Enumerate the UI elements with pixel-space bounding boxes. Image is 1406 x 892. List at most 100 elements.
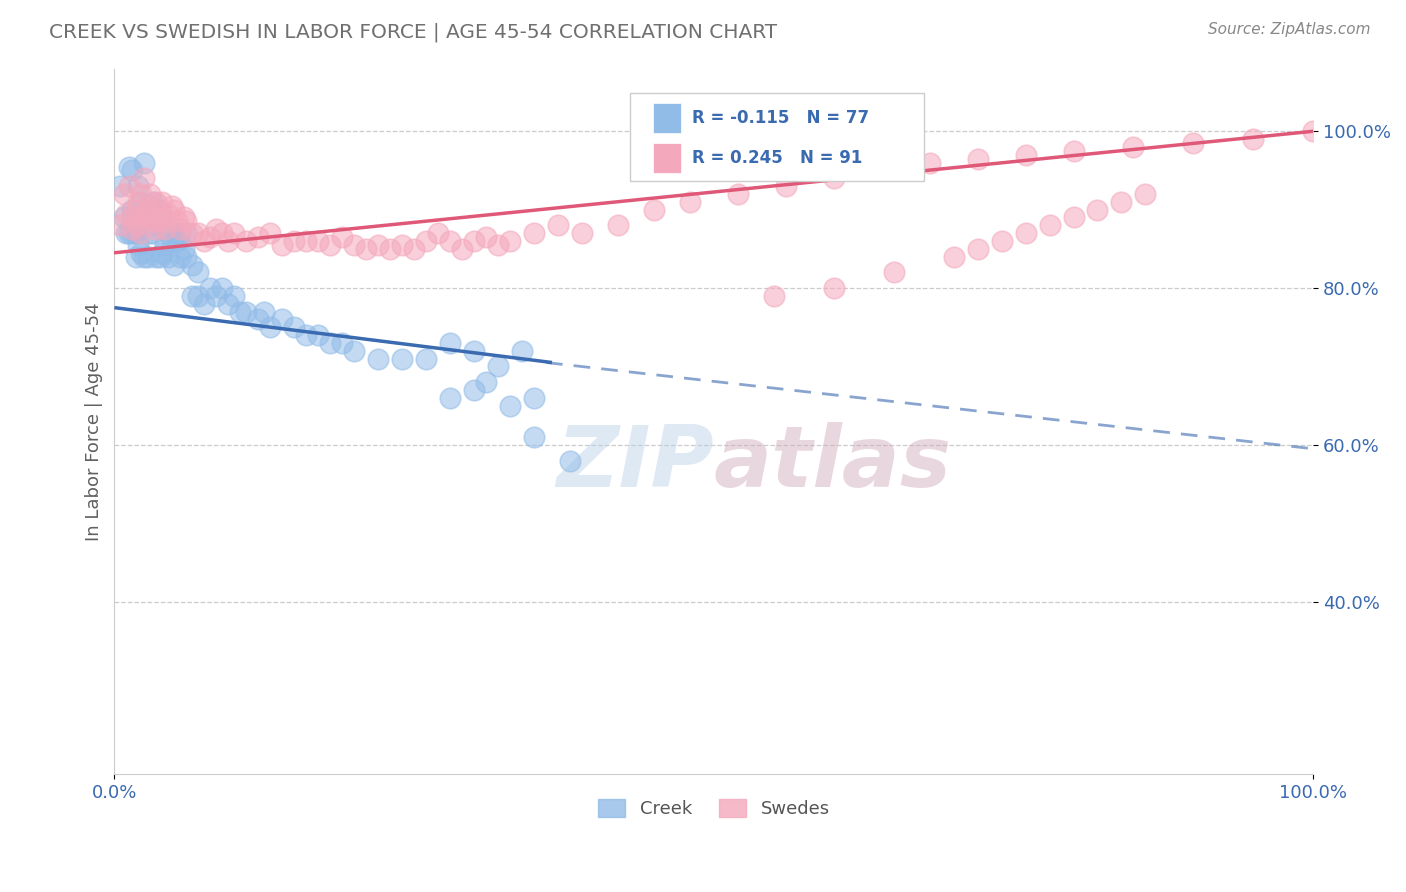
- Point: [134, 206, 156, 220]
- Point: [271, 312, 294, 326]
- Point: [187, 226, 209, 240]
- Point: [125, 250, 148, 264]
- Point: [235, 304, 257, 318]
- Point: [157, 226, 180, 240]
- Point: [163, 226, 186, 240]
- Point: [139, 199, 162, 213]
- Point: [205, 289, 228, 303]
- Point: [415, 234, 437, 248]
- Point: [166, 214, 188, 228]
- FancyBboxPatch shape: [652, 103, 682, 133]
- Point: [1014, 147, 1036, 161]
- Point: [391, 351, 413, 366]
- Legend: Creek, Swedes: Creek, Swedes: [591, 791, 837, 825]
- Point: [883, 265, 905, 279]
- Point: [166, 234, 188, 248]
- Point: [1063, 144, 1085, 158]
- Point: [343, 343, 366, 358]
- Text: ZIP: ZIP: [557, 422, 714, 505]
- Point: [136, 202, 159, 217]
- Point: [160, 234, 183, 248]
- Point: [247, 312, 270, 326]
- Point: [163, 258, 186, 272]
- Point: [259, 226, 281, 240]
- Point: [142, 214, 165, 228]
- Point: [606, 219, 628, 233]
- Point: [217, 296, 239, 310]
- Point: [486, 359, 509, 374]
- Point: [499, 399, 522, 413]
- Point: [205, 222, 228, 236]
- Point: [283, 234, 305, 248]
- Point: [176, 250, 198, 264]
- Text: R = -0.115   N = 77: R = -0.115 N = 77: [692, 109, 869, 127]
- Point: [129, 245, 152, 260]
- Point: [145, 194, 167, 209]
- Point: [110, 179, 132, 194]
- Point: [150, 211, 173, 225]
- Point: [354, 242, 377, 256]
- Text: R = 0.245   N = 91: R = 0.245 N = 91: [692, 149, 863, 167]
- Point: [679, 194, 702, 209]
- Point: [1063, 211, 1085, 225]
- Point: [187, 289, 209, 303]
- Point: [160, 199, 183, 213]
- Point: [121, 222, 143, 236]
- Point: [173, 211, 195, 225]
- Point: [823, 281, 845, 295]
- Point: [229, 304, 252, 318]
- Point: [523, 226, 546, 240]
- Point: [463, 234, 485, 248]
- Point: [112, 186, 135, 201]
- Point: [247, 230, 270, 244]
- Point: [217, 234, 239, 248]
- Point: [499, 234, 522, 248]
- Point: [139, 211, 162, 225]
- Point: [439, 234, 461, 248]
- Text: atlas: atlas: [714, 422, 952, 505]
- Point: [391, 238, 413, 252]
- Point: [121, 226, 143, 240]
- Text: CREEK VS SWEDISH IN LABOR FORCE | AGE 45-54 CORRELATION CHART: CREEK VS SWEDISH IN LABOR FORCE | AGE 45…: [49, 22, 778, 42]
- Point: [169, 222, 191, 236]
- Point: [139, 186, 162, 201]
- Point: [415, 351, 437, 366]
- FancyBboxPatch shape: [630, 94, 924, 181]
- Point: [523, 430, 546, 444]
- Point: [150, 245, 173, 260]
- Point: [150, 214, 173, 228]
- Point: [129, 226, 152, 240]
- Text: Source: ZipAtlas.com: Source: ZipAtlas.com: [1208, 22, 1371, 37]
- Point: [134, 202, 156, 217]
- Point: [211, 281, 233, 295]
- Point: [134, 171, 156, 186]
- Point: [918, 155, 941, 169]
- Point: [129, 194, 152, 209]
- Point: [367, 351, 389, 366]
- Point: [870, 163, 893, 178]
- Point: [823, 171, 845, 186]
- Point: [1135, 186, 1157, 201]
- Point: [118, 160, 141, 174]
- Point: [367, 238, 389, 252]
- Point: [463, 383, 485, 397]
- Point: [330, 230, 353, 244]
- Point: [235, 234, 257, 248]
- Point: [990, 234, 1012, 248]
- Point: [224, 226, 246, 240]
- Point: [136, 250, 159, 264]
- Point: [149, 202, 172, 217]
- Point: [139, 226, 162, 240]
- Point: [942, 250, 965, 264]
- Point: [523, 391, 546, 405]
- Point: [439, 391, 461, 405]
- Point: [762, 289, 785, 303]
- Point: [439, 335, 461, 350]
- Point: [330, 335, 353, 350]
- Point: [510, 343, 533, 358]
- Point: [558, 453, 581, 467]
- Point: [176, 214, 198, 228]
- Point: [211, 226, 233, 240]
- Point: [1241, 132, 1264, 146]
- Point: [145, 219, 167, 233]
